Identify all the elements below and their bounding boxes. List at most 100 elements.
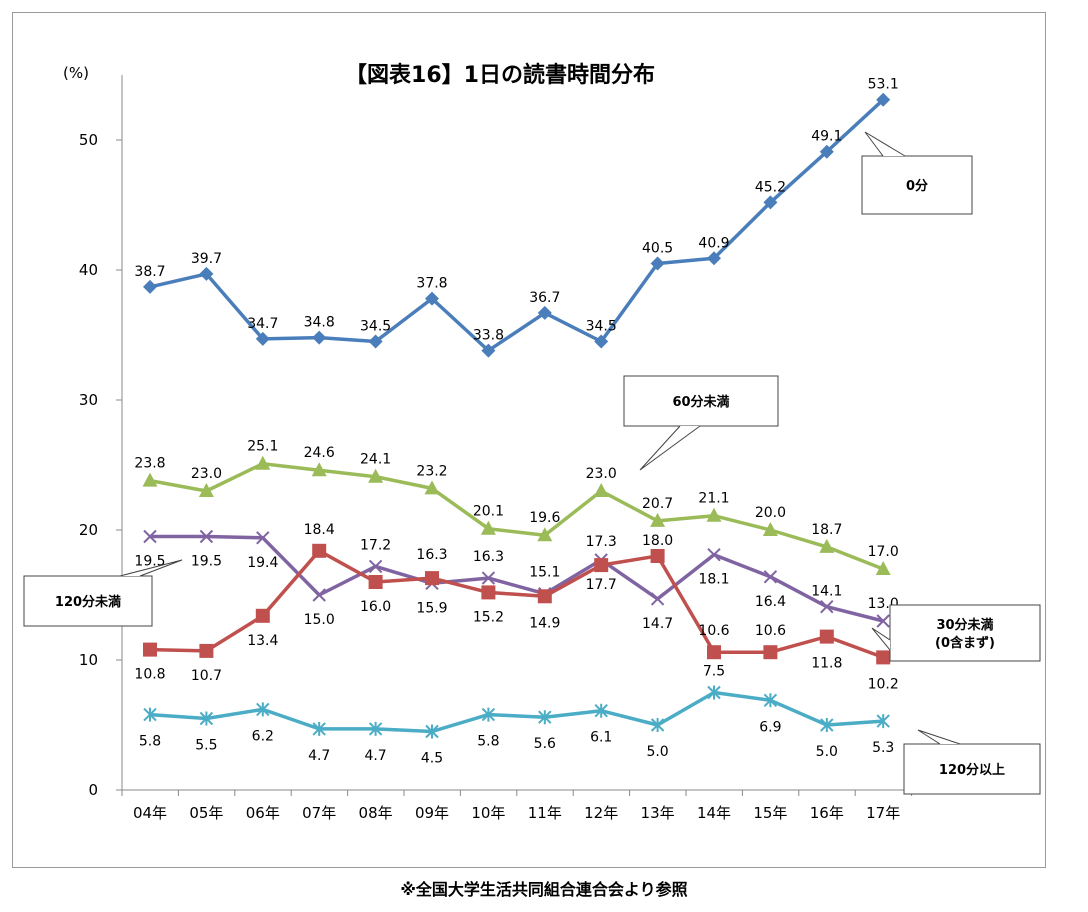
- series-layer: [142, 92, 891, 739]
- callout-label: 30分未満: [936, 617, 993, 633]
- y-tick-label: 50: [79, 131, 98, 149]
- data-point-marker: [537, 305, 552, 320]
- data-label: 18.4: [304, 522, 335, 538]
- data-point-marker: [368, 721, 383, 736]
- data-label: 16.4: [755, 594, 786, 610]
- data-point-marker: [312, 330, 327, 345]
- data-label: 18.7: [811, 522, 842, 538]
- data-label: 5.8: [477, 734, 499, 750]
- data-label: 10.6: [698, 623, 729, 639]
- callout-zero: 0分: [861, 131, 973, 215]
- data-point-marker: [481, 343, 496, 358]
- data-label: 10.2: [868, 676, 899, 692]
- data-point-marker: [876, 92, 891, 107]
- data-point-marker: [763, 570, 778, 584]
- data-label: 18.1: [698, 572, 729, 588]
- data-label: 5.5: [195, 738, 217, 754]
- callout-box: 60分未満: [623, 375, 779, 471]
- data-label: 5.8: [139, 734, 161, 750]
- data-label: 17.2: [360, 537, 391, 553]
- callout-label: 0分: [906, 178, 928, 194]
- data-label: 17.3: [586, 534, 617, 550]
- data-point-marker: [368, 334, 383, 349]
- data-label: 21.1: [698, 491, 729, 507]
- data-point-marker: [255, 608, 270, 623]
- callout-box: [23, 575, 153, 627]
- callout-pointer: [119, 559, 183, 577]
- x-tick-label: 15年: [753, 804, 787, 822]
- data-point-marker: [707, 251, 721, 266]
- data-label: 7.5: [703, 664, 725, 680]
- data-point-marker: [650, 512, 666, 527]
- data-label: 17.7: [586, 577, 617, 593]
- chart-title: 【図表16】1日の読書時間分布: [345, 62, 655, 88]
- data-label: 16.3: [416, 547, 447, 563]
- data-labels-layer: 38.7 39.7 34.7 34.8 34.5 37.8 33.8 36.7 34.5 40.5…: [134, 77, 898, 767]
- x-tick-label: 05年: [189, 804, 223, 822]
- data-point-marker: [650, 549, 665, 563]
- data-point-marker: [199, 266, 214, 281]
- data-label: 4.7: [308, 748, 330, 764]
- data-label: 24.1: [360, 452, 391, 468]
- data-label: 5.0: [646, 744, 668, 760]
- x-tick-label: 14年: [697, 804, 731, 822]
- data-label: 19.5: [191, 554, 222, 570]
- data-label: 19.5: [134, 554, 165, 570]
- y-tick-label: 40: [79, 261, 98, 279]
- callout-pointer: [871, 627, 891, 651]
- x-tick-label: 10年: [471, 804, 505, 822]
- x-tick-label: 17年: [866, 804, 900, 822]
- callout-box: [903, 743, 1041, 795]
- data-point-marker: [538, 710, 552, 725]
- data-label: 4.5: [421, 751, 443, 767]
- data-label: 34.8: [304, 315, 335, 331]
- data-point-marker: [368, 468, 384, 483]
- callout-pointer: [917, 729, 961, 745]
- data-point-marker: [820, 718, 834, 732]
- data-label: 23.8: [134, 456, 165, 472]
- data-point-marker: [876, 614, 890, 628]
- data-point-marker: [425, 724, 439, 739]
- data-label: 15.0: [304, 612, 335, 628]
- callout-label: 60分未満: [672, 394, 729, 410]
- data-point-marker: [819, 538, 835, 553]
- callout-label: (0含まず): [935, 635, 995, 651]
- data-label: 25.1: [247, 439, 278, 455]
- data-label: 10.6: [755, 623, 786, 639]
- y-tick-label: 10: [79, 651, 98, 669]
- data-label: 10.8: [134, 667, 165, 683]
- data-point-marker: [707, 685, 721, 700]
- callout-box: 30分未満 (0含まず): [871, 604, 1041, 662]
- data-point-marker: [256, 702, 270, 717]
- series-line: [150, 534, 884, 623]
- data-label: 13.4: [247, 633, 278, 649]
- data-label: 39.7: [191, 251, 222, 267]
- data-label: 36.7: [529, 290, 560, 306]
- data-label: 14.7: [642, 616, 673, 632]
- data-point-marker: [481, 571, 496, 585]
- data-label: 14.9: [529, 615, 560, 631]
- series-line: [149, 461, 884, 571]
- data-label: 16.0: [360, 599, 391, 615]
- data-point-marker: [763, 195, 778, 210]
- data-point-marker: [594, 558, 609, 573]
- data-point-marker: [312, 721, 326, 736]
- data-label: 23.0: [191, 466, 222, 482]
- x-tick-label: 13年: [641, 804, 675, 822]
- data-point-marker: [875, 561, 891, 575]
- data-point-marker: [706, 507, 722, 522]
- data-point-marker: [480, 520, 496, 535]
- data-point-marker: [143, 279, 157, 294]
- data-point-marker: [707, 645, 721, 660]
- series-line: [149, 549, 884, 660]
- x-tick-label: 11年: [528, 804, 562, 822]
- data-label: 23.0: [586, 466, 617, 482]
- chart-frame: [12, 12, 1046, 868]
- data-point-marker: [820, 599, 834, 614]
- data-label: 53.1: [868, 77, 899, 93]
- x-tick-label: 07年: [302, 804, 336, 822]
- callout-box: [623, 375, 779, 427]
- data-point-marker: [819, 629, 834, 644]
- data-label: 45.2: [755, 179, 786, 195]
- data-label: 49.1: [811, 129, 842, 145]
